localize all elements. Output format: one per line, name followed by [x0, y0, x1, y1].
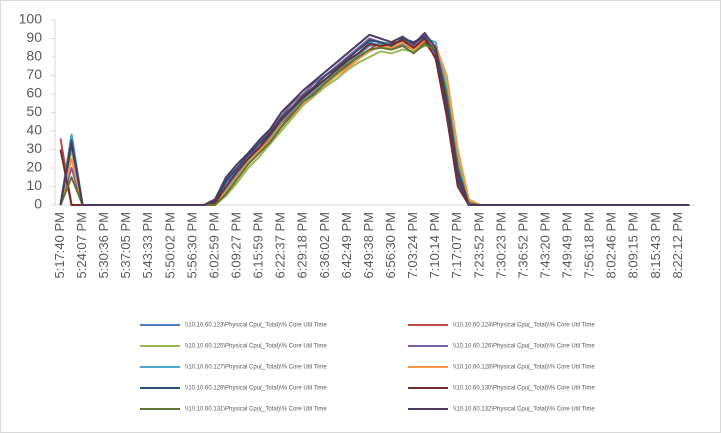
x-tick-label: 5:56:30 PM: [184, 212, 199, 279]
legend-label: \\10.10.60.129\Physical Cpu(_Total)\% Co…: [185, 386, 327, 392]
legend-label: \\10.10.60.124\Physical Cpu(_Total)\% Co…: [453, 323, 595, 329]
legend-label: \\10.10.60.132\Physical Cpu(_Total)\% Co…: [453, 407, 595, 413]
x-tick-label: 7:23:52 PM: [471, 212, 486, 279]
x-tick-label: 5:37:05 PM: [118, 212, 133, 279]
x-tick-label: 6:09:27 PM: [229, 212, 244, 279]
series-line: [59, 31, 690, 206]
x-tick-label: 6:49:38 PM: [361, 212, 376, 279]
y-tick-label: 30: [26, 140, 42, 156]
x-tick-label: 6:36:02 PM: [317, 212, 332, 279]
x-tick-label: 5:43:33 PM: [140, 212, 155, 279]
legend-label: \\10.10.60.128\Physical Cpu(_Total)\% Co…: [453, 365, 595, 371]
x-tick-label: 5:50:02 PM: [162, 212, 177, 279]
x-tick-label: 7:03:24 PM: [405, 212, 420, 279]
legend-label: \\10.10.60.127\Physical Cpu(_Total)\% Co…: [185, 365, 327, 371]
x-tick-label: 8:02:46 PM: [604, 212, 619, 279]
x-tick-label: 7:49:49 PM: [560, 212, 575, 279]
y-tick-label: 70: [26, 66, 42, 82]
x-tick-label: 6:29:18 PM: [295, 212, 310, 279]
legend-label: \\10.10.60.131\Physical Cpu(_Total)\% Co…: [185, 407, 327, 413]
y-tick-label: 0: [34, 196, 42, 212]
x-tick-label: 7:30:23 PM: [493, 212, 508, 279]
x-tick-label: 5:24:07 PM: [74, 212, 89, 279]
x-tick-label: 6:56:30 PM: [383, 212, 398, 279]
y-tick-label: 90: [26, 29, 42, 45]
x-tick-label: 6:22:37 PM: [273, 212, 288, 279]
x-tick-label: 8:22:12 PM: [670, 212, 685, 279]
x-tick-label: 8:09:15 PM: [626, 212, 641, 279]
y-tick-label: 50: [26, 103, 42, 119]
legend-label: \\10.10.60.130\Physical Cpu(_Total)\% Co…: [453, 386, 595, 392]
x-tick-label: 5:17:40 PM: [52, 212, 67, 279]
y-tick-label: 80: [26, 48, 42, 64]
x-tick-label: 6:02:59 PM: [206, 212, 221, 279]
x-tick-label: 6:42:49 PM: [339, 212, 354, 279]
legend-label: \\10.10.60.123\Physical Cpu(_Total)\% Co…: [185, 323, 327, 329]
x-tick-label: 5:30:36 PM: [96, 212, 111, 279]
legend-label: \\10.10.60.126\Physical Cpu(_Total)\% Co…: [453, 344, 595, 350]
x-tick-label: 7:36:52 PM: [515, 212, 530, 279]
y-tick-label: 100: [19, 11, 43, 27]
x-tick-label: 6:15:59 PM: [251, 212, 266, 279]
y-tick-label: 40: [26, 122, 42, 138]
y-tick-label: 60: [26, 85, 42, 101]
x-tick-label: 7:56:18 PM: [582, 212, 597, 279]
legend-label: \\10.10.60.125\Physical Cpu(_Total)\% Co…: [185, 344, 327, 350]
y-tick-label: 20: [26, 159, 42, 175]
x-tick-label: 8:15:43 PM: [648, 212, 663, 279]
x-tick-label: 7:43:20 PM: [537, 212, 552, 279]
x-tick-label: 7:17:07 PM: [449, 212, 464, 279]
y-tick-label: 10: [26, 177, 42, 193]
x-tick-label: 7:10:14 PM: [427, 212, 442, 279]
